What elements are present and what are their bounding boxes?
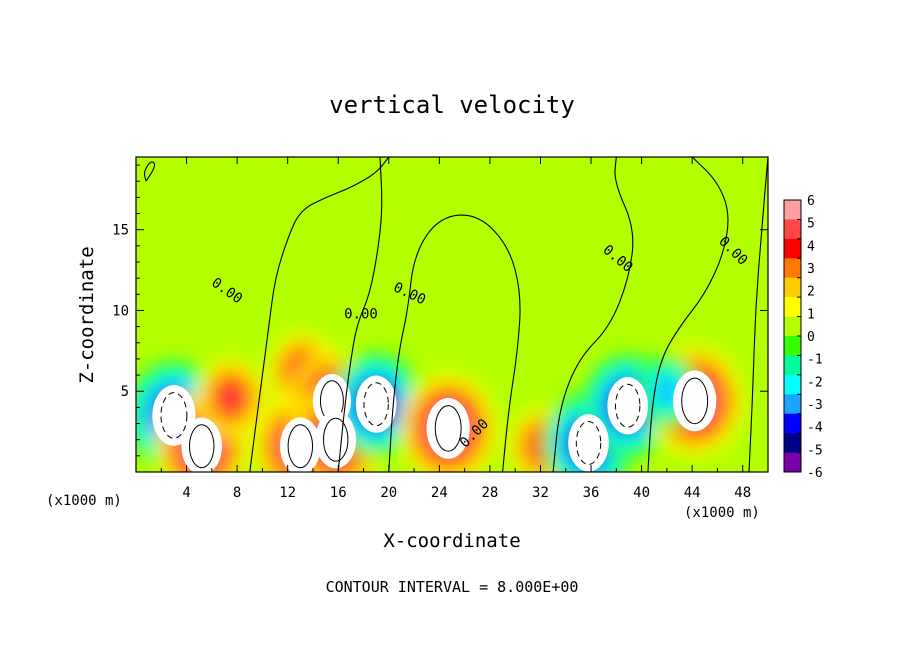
colorbar-label: 4	[807, 239, 815, 254]
field-layer	[656, 379, 678, 404]
velocity-core	[568, 414, 609, 472]
core-contour	[363, 382, 389, 427]
velocity-core	[426, 398, 470, 459]
colorbar-label: 2	[807, 285, 815, 300]
colorbar-label: 1	[807, 307, 815, 322]
core-contour	[160, 392, 188, 439]
x-tick-label: 4	[182, 485, 190, 501]
core-contour	[189, 424, 215, 469]
colorbar-swatch	[784, 413, 801, 434]
x-tick-label: 8	[233, 485, 241, 501]
plot-frame	[135, 156, 769, 473]
colorbar-swatch	[784, 316, 801, 337]
colorbar-label: -6	[807, 466, 823, 481]
velocity-core	[673, 370, 717, 432]
y-axis: 5 10 15	[112, 164, 768, 457]
y-tick-label: 15	[112, 223, 129, 239]
velocity-core	[181, 417, 223, 472]
colorbar-label: 5	[807, 217, 815, 232]
x-unit-right: (x1000 m)	[684, 505, 760, 521]
x-tick-label: 40	[633, 485, 650, 501]
y-tick-label: 5	[121, 384, 129, 400]
zero-contour-line	[552, 157, 634, 472]
colorbar-label: -3	[807, 398, 823, 413]
core-contour	[681, 377, 709, 425]
colorbar-swatch	[784, 277, 801, 298]
colorbar-swatch	[784, 433, 801, 454]
contour-label: 0.00	[344, 307, 378, 323]
colorbar-swatch	[784, 336, 801, 356]
colorbar: 6 5 4 3 2 1 0 -1 -2 -3 -4 -5 -6	[783, 194, 823, 481]
colorbar-label: 0	[807, 330, 815, 345]
x-tick-label: 48	[734, 485, 751, 501]
colorbar-label: -4	[807, 421, 823, 436]
colorbar-label: 6	[807, 194, 815, 209]
zero-contour-line	[337, 157, 383, 472]
colorbar-swatch	[784, 297, 801, 318]
x-tick-label: 20	[380, 485, 397, 501]
chart-title: vertical velocity	[329, 91, 575, 119]
x-tick-label: 32	[532, 485, 549, 501]
field-layer	[221, 386, 241, 409]
velocity-cores	[152, 370, 717, 472]
core-contour	[575, 420, 602, 465]
x-tick-label: 12	[279, 485, 296, 501]
colorbar-swatch	[784, 374, 801, 395]
contour-interval-note: CONTOUR INTERVAL = 8.000E+00	[326, 578, 579, 596]
x-tick-label: 16	[330, 485, 347, 501]
colorbar-swatch	[784, 238, 801, 259]
x-tick-label: 24	[431, 485, 448, 501]
core-contour	[434, 405, 462, 452]
x-tick-label: 28	[481, 485, 498, 501]
velocity-core	[607, 377, 649, 435]
colorbar-swatch	[784, 258, 801, 279]
colorbar-swatch	[784, 219, 801, 240]
x-axis-label: X-coordinate	[383, 530, 520, 552]
velocity-core	[315, 411, 357, 469]
zero-contour-line	[388, 214, 521, 472]
y-tick-label: 10	[112, 303, 129, 319]
colorbar-swatch	[784, 355, 801, 376]
zero-contour-line	[249, 157, 390, 472]
velocity-core	[279, 417, 321, 472]
colorbar-label: 3	[807, 262, 815, 277]
colorbar-label: -2	[807, 375, 823, 390]
x-tick-label: 44	[684, 485, 701, 501]
y-axis-label: Z-coordinate	[76, 246, 98, 383]
velocity-core	[355, 375, 397, 433]
colorbar-label: -1	[807, 353, 823, 368]
core-contour	[287, 424, 314, 469]
core-contour	[322, 417, 349, 462]
x-axis: 4 8 12 16 20 24 28 32 36 40 44 48	[160, 157, 751, 501]
colorbar-swatch	[784, 394, 801, 415]
zero-contour-line	[748, 157, 768, 472]
zero-contour-line	[143, 161, 156, 182]
x-tick-label: 36	[583, 485, 600, 501]
colorbar-swatch	[784, 452, 801, 473]
colorbar-swatch	[784, 200, 801, 220]
plot-area	[136, 157, 768, 472]
zero-contour-line	[647, 157, 729, 472]
colorbar-label: -5	[807, 443, 823, 458]
core-contour	[614, 383, 641, 428]
zero-contours	[143, 157, 768, 472]
x-unit-left: (x1000 m)	[46, 493, 122, 509]
